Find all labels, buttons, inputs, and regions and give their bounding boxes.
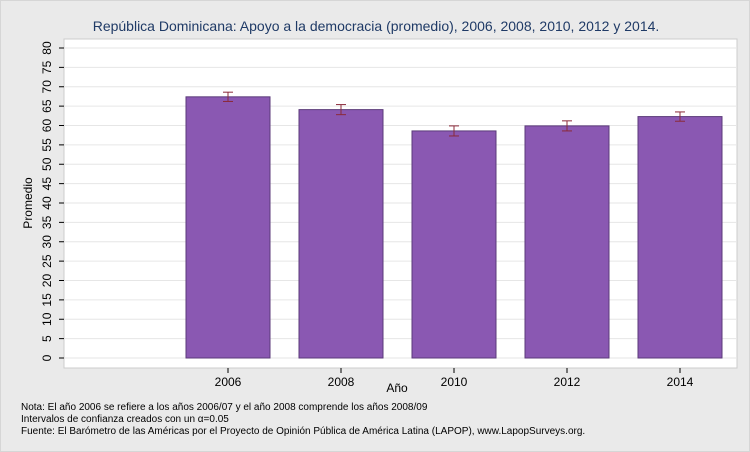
footnote-note: Nota: El año 2006 se refiere a los años … [21, 402, 428, 413]
y-tick-label: 0 [40, 354, 54, 361]
footnote-source: Fuente: El Barómetro de las Américas por… [21, 426, 586, 437]
bar-2008 [298, 109, 384, 359]
y-tick-label: 75 [40, 60, 54, 74]
error-bar-2012 [562, 120, 572, 132]
y-ticks: 0 5 10 15 20 25 30 35 40 45 50 55 60 65 70 75 80 [40, 41, 64, 361]
x-axis-title: Año [386, 381, 408, 395]
y-tick-label: 60 [40, 119, 54, 133]
footnote-confidence: Intervalos de confianza creados con un α… [21, 414, 229, 425]
y-tick-label: 20 [40, 274, 54, 288]
x-tick-label-2012: 2012 [554, 375, 581, 389]
y-tick-label: 25 [40, 254, 54, 268]
grid-lines [64, 47, 737, 359]
error-bar-2006 [223, 91, 233, 102]
bar-2006 [185, 96, 271, 359]
y-tick-label: 15 [40, 293, 54, 307]
y-tick-label: 50 [40, 157, 54, 171]
x-ticks: 2006 2008 2010 2012 2014 [215, 368, 694, 389]
error-bar-2008 [336, 104, 346, 116]
error-bar-2010 [449, 125, 459, 137]
y-tick-label: 45 [40, 177, 54, 191]
y-tick-label: 40 [40, 196, 54, 210]
x-tick-label-2008: 2008 [328, 375, 355, 389]
bar-2012 [524, 125, 610, 359]
y-tick-label: 80 [40, 41, 54, 55]
bars [185, 96, 723, 359]
y-tick-label: 55 [40, 138, 54, 152]
y-tick-label: 30 [40, 235, 54, 249]
x-tick-label-2010: 2010 [441, 375, 468, 389]
y-tick-label: 5 [40, 335, 54, 342]
y-tick-label: 70 [40, 80, 54, 94]
chart-title: República Dominicana: Apoyo a la democra… [92, 18, 660, 34]
y-tick-label: 10 [40, 312, 54, 326]
bar-2014 [637, 116, 723, 359]
footnotes: Nota: El año 2006 se refiere a los años … [21, 402, 585, 438]
x-tick-label-2006: 2006 [215, 375, 242, 389]
y-tick-label: 35 [40, 215, 54, 229]
error-bars [223, 91, 685, 137]
y-tick-label: 65 [40, 99, 54, 113]
error-bar-2014 [675, 111, 685, 122]
x-tick-label-2014: 2014 [667, 375, 694, 389]
bar-2010 [411, 130, 497, 359]
y-axis-title: Promedio [21, 177, 35, 229]
